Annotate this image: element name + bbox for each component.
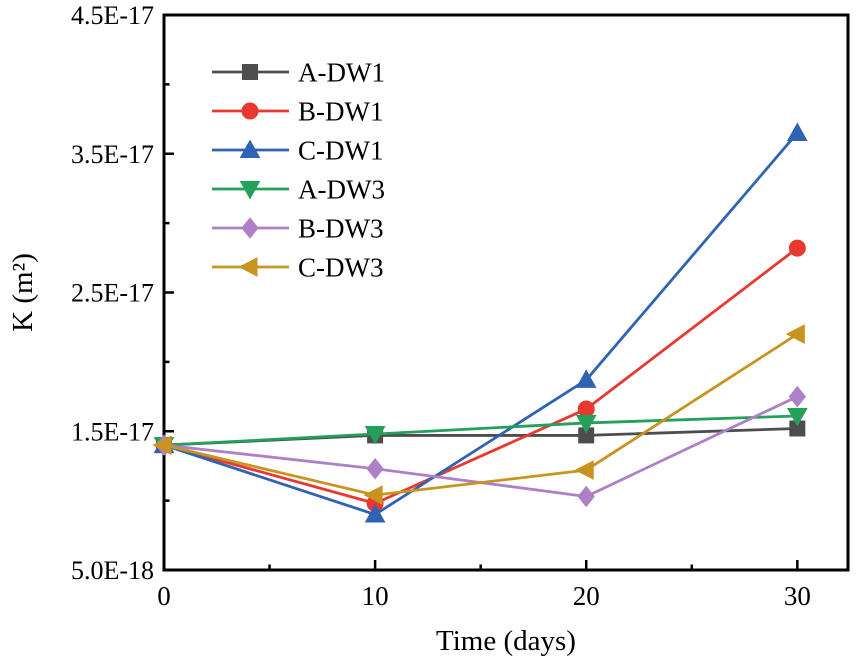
legend: A-DW1 B-DW1 C-DW1 A-DW3 B-DW3 C-DW3	[212, 58, 385, 283]
legend-item-B-DW1: B-DW1	[212, 97, 383, 127]
x-tick-label: 20	[573, 581, 600, 611]
data-point-A-DW3	[364, 426, 386, 445]
y-axis-title: K (m²)	[7, 253, 39, 332]
legend-label: C-DW3	[298, 253, 383, 283]
legend-item-B-DW3: B-DW3	[212, 214, 383, 244]
legend-marker-triangle-left	[238, 257, 258, 277]
x-tick-label: 30	[784, 581, 811, 611]
x-tick-label: 10	[362, 581, 389, 611]
data-point-A-DW3	[575, 414, 597, 434]
data-point-C-DW1	[786, 122, 808, 141]
legend-marker-triangle-up	[239, 139, 261, 158]
legend-label: B-DW3	[298, 214, 383, 244]
data-point-B-DW3	[788, 385, 806, 408]
data-point-C-DW1	[575, 369, 597, 388]
data-point-A-DW3	[786, 407, 808, 427]
legend-label: B-DW1	[298, 97, 383, 127]
x-axis-title: Time (days)	[436, 625, 576, 657]
data-point-C-DW3	[152, 435, 172, 455]
y-tick-label: 2.5E-17	[71, 279, 154, 308]
y-tick-label: 4.5E-17	[71, 1, 154, 30]
legend-label: A-DW3	[298, 175, 385, 205]
legend-marker-square	[242, 64, 258, 80]
legend-item-C-DW3: C-DW3	[212, 253, 383, 283]
data-point-B-DW3	[366, 457, 384, 480]
legend-marker-diamond	[241, 217, 259, 239]
legend-label: A-DW1	[298, 58, 385, 88]
x-tick-label: 0	[157, 581, 171, 611]
series-line-B-DW1	[163, 246, 799, 505]
series-line-C-DW3	[163, 332, 799, 497]
data-point-C-DW3	[363, 485, 383, 505]
legend-item-A-DW3: A-DW3	[212, 175, 385, 205]
legend-marker-circle	[241, 102, 259, 120]
legend-marker-triangle-down	[239, 181, 261, 200]
data-point-B-DW1	[577, 400, 595, 418]
data-point-C-DW3	[785, 324, 805, 344]
series-line-A-DW3	[163, 414, 798, 447]
legend-label: C-DW1	[298, 136, 383, 166]
y-tick-label: 5.0E-18	[71, 556, 154, 585]
data-point-B-DW1	[788, 239, 806, 257]
data-point-B-DW3	[577, 485, 595, 508]
data-point-C-DW3	[574, 460, 594, 480]
legend-item-A-DW1: A-DW1	[212, 58, 385, 88]
series-line-C-DW1	[163, 132, 799, 516]
data-point-C-DW1	[364, 503, 386, 523]
y-tick-label: 3.5E-17	[71, 140, 154, 169]
y-tick-label: 1.5E-17	[71, 417, 154, 446]
legend-item-C-DW1: C-DW1	[212, 136, 383, 166]
